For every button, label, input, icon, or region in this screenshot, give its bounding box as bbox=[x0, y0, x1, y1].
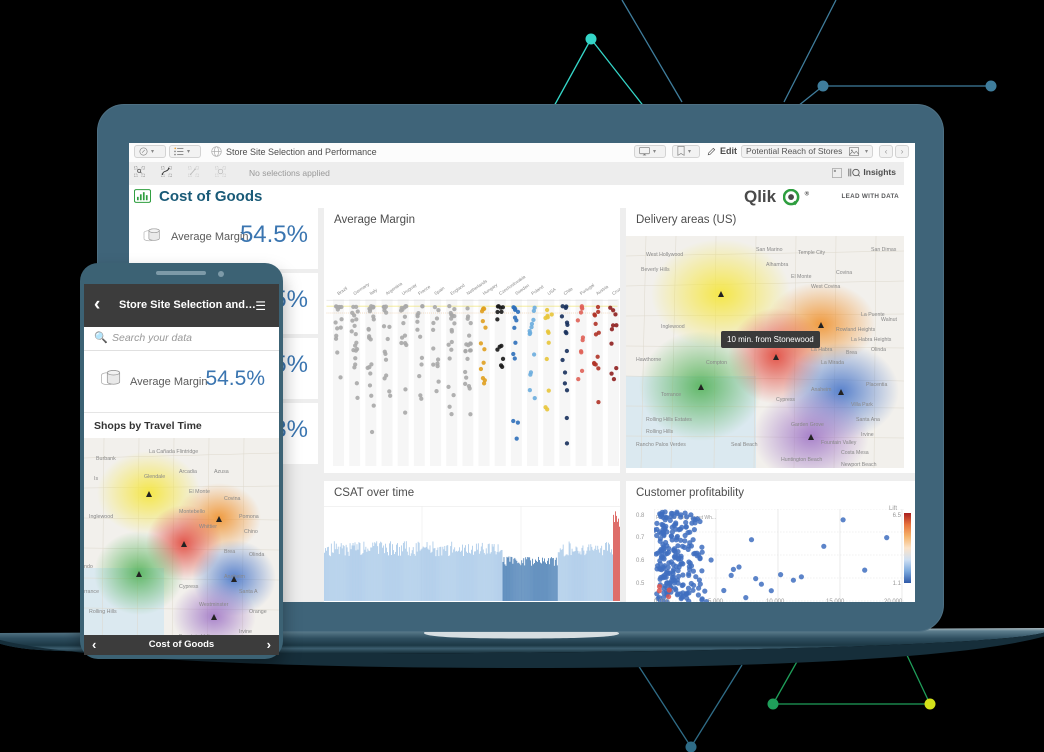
svg-text:Irvine: Irvine bbox=[861, 432, 874, 438]
svg-text:Uruguay: Uruguay bbox=[401, 282, 418, 296]
svg-text:Argentina: Argentina bbox=[385, 281, 404, 296]
svg-text:La Mirada: La Mirada bbox=[821, 360, 844, 366]
svg-text:Chile: Chile bbox=[563, 286, 575, 296]
svg-text:USA: USA bbox=[546, 287, 556, 296]
svg-text:Portugal: Portugal bbox=[579, 282, 595, 296]
svg-text:San Marino: San Marino bbox=[756, 247, 783, 253]
svg-text:Fountain Valley: Fountain Valley bbox=[821, 440, 857, 446]
svg-text:Westminster: Westminster bbox=[199, 602, 229, 608]
svg-text:Cypress: Cypress bbox=[179, 584, 199, 590]
svg-text:Rolling Hills: Rolling Hills bbox=[646, 429, 674, 435]
svg-text:San Dimas: San Dimas bbox=[871, 247, 897, 253]
svg-text:Montebello: Montebello bbox=[179, 509, 205, 515]
svg-text:La Cañada Flintridge: La Cañada Flintridge bbox=[149, 449, 198, 455]
svg-text:Garden Grove: Garden Grove bbox=[791, 422, 824, 428]
svg-text:Santa Ana: Santa Ana bbox=[856, 417, 880, 423]
svg-text:Brea: Brea bbox=[846, 350, 857, 356]
svg-text:Azusa: Azusa bbox=[214, 469, 229, 475]
svg-text:Torrance: Torrance bbox=[661, 392, 681, 398]
svg-text:Villa Park: Villa Park bbox=[851, 402, 873, 408]
svg-text:Santa A: Santa A bbox=[239, 589, 258, 595]
svg-text:Arcadia: Arcadia bbox=[179, 469, 197, 475]
svg-text:Costa Mesa: Costa Mesa bbox=[841, 450, 869, 456]
svg-text:Germany: Germany bbox=[352, 281, 370, 296]
svg-text:Cypress: Cypress bbox=[776, 397, 795, 403]
svg-text:Inglewood: Inglewood bbox=[661, 324, 685, 330]
svg-text:Newport Beach: Newport Beach bbox=[841, 462, 877, 468]
svg-text:Rolling Hills: Rolling Hills bbox=[89, 609, 117, 615]
svg-text:Poland: Poland bbox=[530, 284, 545, 296]
svg-text:Is: Is bbox=[94, 476, 98, 482]
svg-text:Pomona: Pomona bbox=[239, 514, 259, 520]
svg-text:Rowland Heights: Rowland Heights bbox=[836, 327, 876, 333]
svg-text:El Monte: El Monte bbox=[791, 274, 812, 280]
svg-text:Huntington Beach: Huntington Beach bbox=[781, 457, 822, 463]
svg-text:Temple City: Temple City bbox=[798, 250, 826, 256]
svg-text:Whittier: Whittier bbox=[199, 524, 217, 530]
svg-text:Rolling Hills Estates: Rolling Hills Estates bbox=[646, 417, 692, 423]
svg-text:rrance: rrance bbox=[84, 589, 99, 595]
svg-text:Seal Beach: Seal Beach bbox=[731, 442, 758, 448]
svg-text:Placentia: Placentia bbox=[866, 382, 887, 388]
svg-text:Spain: Spain bbox=[433, 285, 446, 296]
svg-text:Czechoslovakia: Czechoslovakia bbox=[498, 274, 527, 296]
svg-text:El Monte: El Monte bbox=[189, 489, 210, 495]
svg-text:Austria: Austria bbox=[595, 284, 610, 296]
svg-text:Orange: Orange bbox=[249, 609, 267, 615]
svg-text:Covina: Covina bbox=[836, 270, 852, 276]
svg-text:Walnut: Walnut bbox=[881, 317, 898, 323]
svg-text:Inglewood: Inglewood bbox=[89, 514, 113, 520]
svg-text:La Habra Heights: La Habra Heights bbox=[851, 337, 892, 343]
svg-text:Beverly Hills: Beverly Hills bbox=[641, 267, 670, 273]
svg-text:Brazil: Brazil bbox=[336, 286, 348, 296]
svg-text:West Hollywood: West Hollywood bbox=[646, 252, 683, 258]
svg-text:West Covina: West Covina bbox=[811, 284, 840, 290]
svg-text:Glendale: Glendale bbox=[144, 474, 165, 480]
svg-text:France: France bbox=[417, 284, 432, 296]
svg-text:ndo: ndo bbox=[84, 564, 93, 570]
svg-text:Compton: Compton bbox=[706, 360, 727, 366]
svg-text:Rancho Palos Verdes: Rancho Palos Verdes bbox=[636, 442, 686, 448]
svg-text:Croatia: Croatia bbox=[611, 283, 620, 296]
svg-text:Anaheim: Anaheim bbox=[811, 387, 831, 393]
svg-text:Italy: Italy bbox=[369, 287, 379, 296]
svg-text:Olinda: Olinda bbox=[249, 552, 264, 558]
svg-text:Chino: Chino bbox=[244, 529, 258, 535]
svg-text:Hawthorne: Hawthorne bbox=[636, 357, 661, 363]
svg-text:Covina: Covina bbox=[224, 496, 241, 502]
svg-text:Olinda: Olinda bbox=[871, 347, 886, 353]
svg-text:Alhambra: Alhambra bbox=[766, 262, 788, 268]
svg-text:Burbank: Burbank bbox=[96, 456, 116, 462]
svg-text:England: England bbox=[449, 282, 466, 296]
svg-text:Brea: Brea bbox=[224, 549, 235, 555]
